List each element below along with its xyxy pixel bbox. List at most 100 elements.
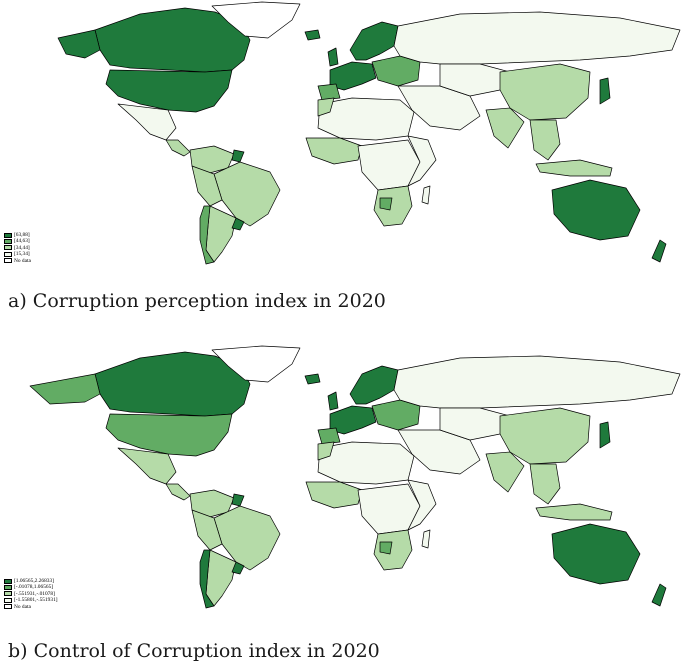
- legend-label: [1.06565,2.26833]: [14, 578, 54, 584]
- region-west-africa: [305, 481, 363, 509]
- region-japan: [599, 77, 611, 105]
- region-argentina: [205, 205, 237, 263]
- legend-swatch: [4, 258, 12, 264]
- region-russia: [393, 11, 681, 65]
- region-guiana: [231, 149, 245, 163]
- legend-swatch: [4, 239, 12, 245]
- legend-swatch: [4, 245, 12, 251]
- region-brazil: [213, 505, 281, 571]
- legend-label: No data: [14, 257, 31, 264]
- region-argentina: [205, 549, 237, 607]
- region-new-zealand: [651, 583, 667, 607]
- region-eastern-europe: [371, 399, 421, 431]
- map-panel-control-of-corruption: [1.06565,2.26833] [-.01078,1.06565] [-.5…: [0, 338, 693, 663]
- region-china: [499, 407, 591, 465]
- region-central-america: [165, 139, 191, 157]
- legend-swatch: [4, 585, 12, 591]
- region-west-africa: [305, 137, 363, 165]
- map-panel-cpi: [63,88] [44,63] [34,44] [15,34] No data …: [0, 0, 693, 330]
- legend-item: [-.551931,-.01078]: [4, 591, 58, 597]
- region-chile: [199, 549, 215, 609]
- legend-label: [44,63]: [14, 238, 30, 245]
- legend-swatch: [4, 232, 12, 238]
- region-western-europe: [329, 405, 377, 435]
- region-uruguay: [231, 561, 245, 575]
- legend-label: [-1.55801,-.551931]: [14, 597, 58, 604]
- legend-item: No data: [4, 258, 31, 264]
- region-iceland: [304, 373, 321, 385]
- region-iberia: [317, 83, 341, 101]
- legend-item: [-1.55801,-.551931]: [4, 597, 58, 603]
- legend-item: [15,34]: [4, 251, 31, 257]
- region-russia: [393, 355, 681, 409]
- legend-item: [-.01078,1.06565]: [4, 584, 58, 590]
- region-peru: [191, 509, 223, 551]
- map-regions: [29, 345, 681, 609]
- region-central-america: [165, 483, 191, 501]
- world-map-control-of-corruption: [29, 345, 681, 609]
- region-iberia: [317, 427, 341, 445]
- region-new-zealand: [651, 239, 667, 263]
- figure-caption-a: a) Corruption perception index in 2020: [8, 290, 386, 312]
- region-east-africa: [407, 135, 437, 187]
- region-east-africa: [407, 479, 437, 531]
- map-legend: [63,88] [44,63] [34,44] [15,34] No data: [4, 232, 31, 264]
- region-southeast-asia: [529, 119, 561, 161]
- region-uk: [327, 391, 339, 411]
- region-scandinavia: [349, 365, 399, 405]
- region-botswana: [379, 541, 393, 555]
- region-botswana: [379, 197, 393, 211]
- region-southeast-asia: [529, 463, 561, 505]
- legend-item: [63,88]: [4, 232, 31, 238]
- region-usa: [105, 413, 233, 457]
- legend-label: [15,34]: [14, 251, 30, 258]
- legend-item: No data: [4, 604, 58, 610]
- legend-swatch: [4, 251, 12, 257]
- region-southern-africa: [373, 529, 413, 571]
- legend-swatch: [4, 578, 12, 584]
- legend-label: [63,88]: [14, 232, 30, 238]
- region-alaska: [29, 373, 101, 405]
- region-peru: [191, 165, 223, 207]
- region-uk: [327, 47, 339, 67]
- region-southern-africa: [373, 185, 413, 227]
- region-madagascar: [421, 185, 431, 205]
- legend-label: [-.01078,1.06565]: [14, 584, 54, 591]
- region-greenland: [211, 1, 301, 39]
- region-madagascar: [421, 529, 431, 549]
- region-australia: [551, 179, 641, 241]
- legend-label: [-.551931,-.01078]: [14, 590, 55, 597]
- legend-item: [34,44]: [4, 245, 31, 251]
- legend-swatch: [4, 591, 12, 597]
- region-western-europe: [329, 61, 377, 91]
- region-japan: [599, 421, 611, 449]
- region-canada: [94, 7, 251, 73]
- region-india: [485, 107, 525, 149]
- legend-item: [44,63]: [4, 238, 31, 244]
- map-legend: [1.06565,2.26833] [-.01078,1.06565] [-.5…: [4, 578, 58, 610]
- legend-item: [1.06565,2.26833]: [4, 578, 58, 584]
- region-scandinavia: [349, 21, 399, 61]
- region-eastern-europe: [371, 55, 421, 87]
- world-map-cpi: [57, 1, 681, 265]
- figure-caption-b: b) Control of Corruption index in 2020: [8, 640, 380, 662]
- legend-label: [34,44]: [14, 244, 30, 251]
- region-usa: [105, 69, 233, 113]
- region-guiana: [231, 493, 245, 507]
- map-regions: [57, 1, 681, 265]
- region-brazil: [213, 161, 281, 227]
- legend-swatch: [4, 597, 12, 603]
- region-australia: [551, 523, 641, 585]
- region-uruguay: [231, 217, 245, 231]
- legend-label: No data: [14, 603, 31, 610]
- region-alaska: [57, 29, 101, 59]
- region-greenland: [211, 345, 301, 383]
- region-canada: [94, 351, 251, 417]
- region-morocco: [317, 441, 335, 461]
- region-chile: [199, 205, 215, 265]
- region-morocco: [317, 97, 335, 117]
- region-china: [499, 63, 591, 121]
- region-indonesia: [535, 159, 613, 177]
- region-india: [485, 451, 525, 493]
- region-indonesia: [535, 503, 613, 521]
